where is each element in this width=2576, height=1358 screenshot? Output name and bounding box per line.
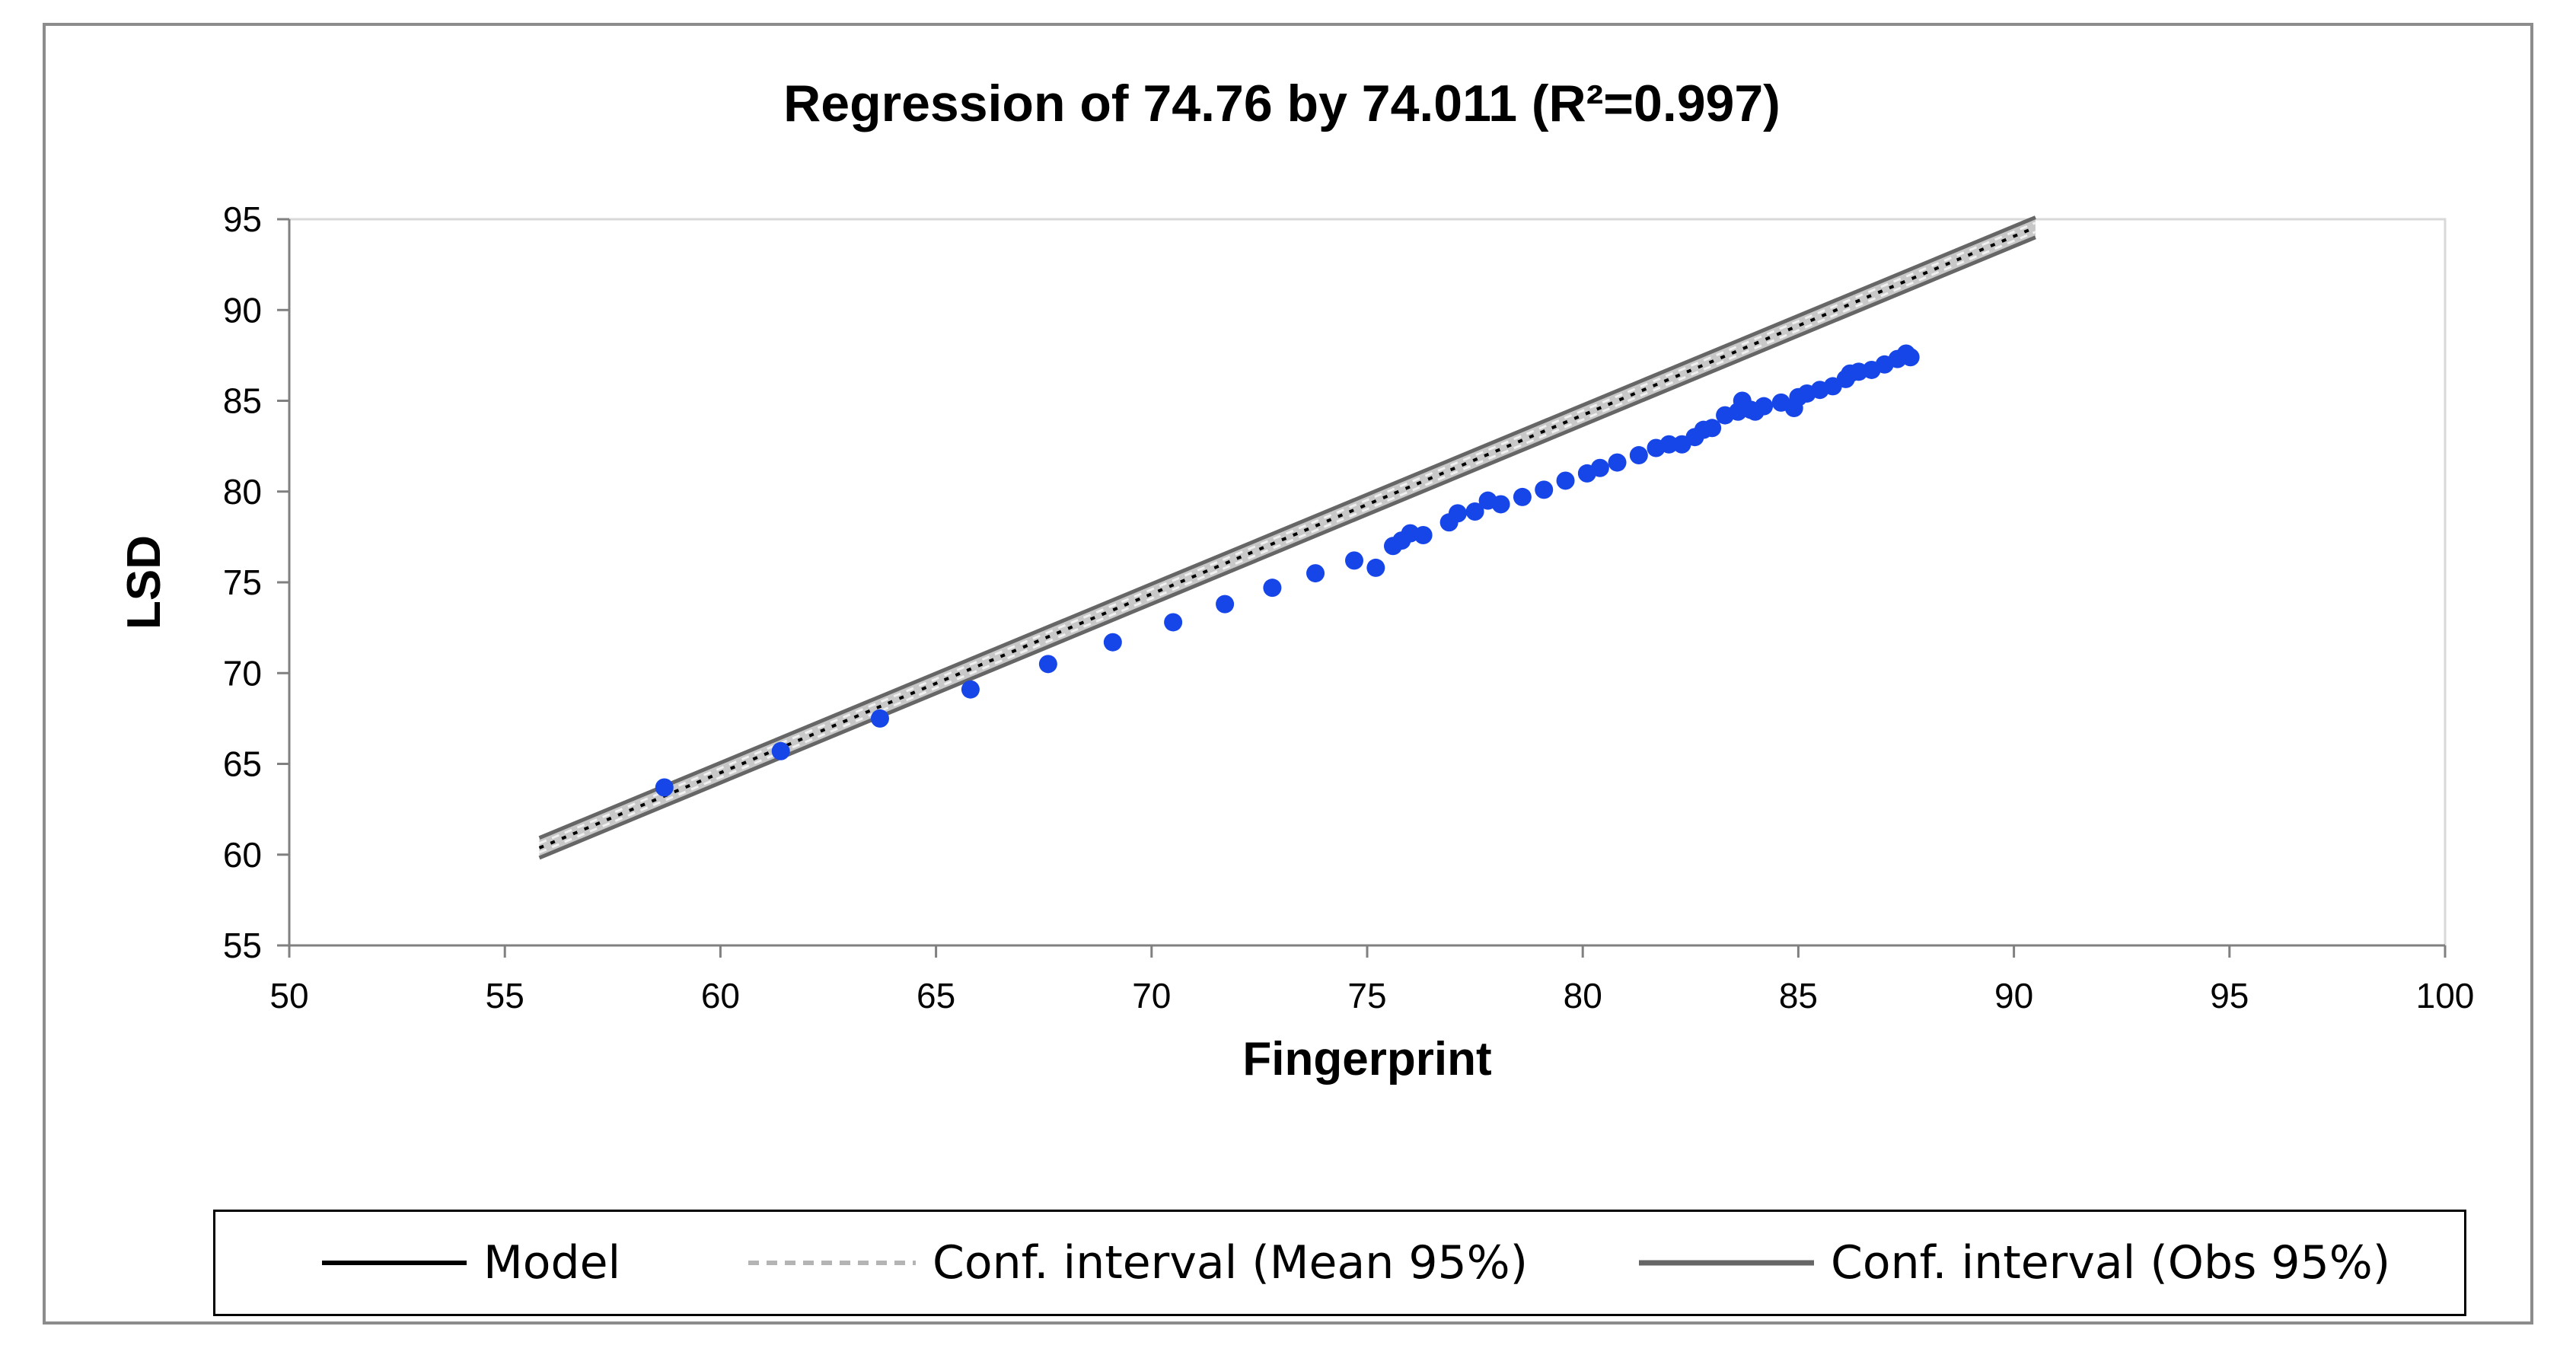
- data-point: [1103, 633, 1122, 652]
- data-point: [1694, 420, 1713, 439]
- plot-area: [288, 218, 2447, 947]
- data-point: [1556, 471, 1575, 490]
- data-point: [1164, 613, 1183, 632]
- conf-mean-upper-line: [538, 222, 2036, 845]
- x-tick-label: 85: [1779, 976, 1818, 1015]
- data-point: [961, 680, 980, 699]
- legend-swatch-conf-obs: [1639, 1260, 1814, 1266]
- chart-frame: Regression of 74.76 by 74.011 (R²=0.997)…: [43, 23, 2533, 1325]
- data-point: [1841, 364, 1860, 383]
- data-point: [1414, 525, 1433, 544]
- data-point: [1535, 480, 1554, 499]
- conf-obs-upper-line: [538, 215, 2036, 840]
- data-point: [1745, 402, 1765, 421]
- legend-swatch-model: [322, 1261, 467, 1265]
- x-tick-label: 95: [2210, 976, 2249, 1015]
- legend-label-model: Model: [483, 1236, 621, 1289]
- chart-title: Regression of 74.76 by 74.011 (R²=0.997): [783, 75, 1781, 132]
- legend-item-conf-obs: Conf. interval (Obs 95%): [1639, 1212, 2390, 1314]
- data-point: [1733, 391, 1752, 410]
- y-tick-label: 60: [223, 835, 262, 875]
- chart-canvas: Regression of 74.76 by 74.011 (R²=0.997)…: [118, 75, 2475, 1085]
- y-tick-label: 85: [223, 381, 262, 421]
- data-point: [1216, 595, 1235, 614]
- x-tick-label: 75: [1347, 976, 1386, 1015]
- data-point: [1659, 435, 1679, 454]
- data-point: [1789, 387, 1808, 406]
- legend-item-model: Model: [322, 1212, 620, 1314]
- y-tick-label: 90: [223, 290, 262, 330]
- data-point: [1345, 551, 1364, 570]
- x-tick-label: 90: [1994, 976, 2033, 1015]
- data-point: [1038, 655, 1057, 674]
- data-point: [771, 741, 790, 760]
- legend-label-conf-obs: Conf. interval (Obs 95%): [1831, 1236, 2391, 1289]
- y-tick-label: 65: [223, 744, 262, 784]
- data-point: [655, 778, 674, 797]
- legend-swatch-conf-mean: [748, 1261, 916, 1265]
- conf-mean-lower-line: [538, 231, 2036, 854]
- legend: Model Conf. interval (Mean 95%) Conf. in…: [213, 1210, 2466, 1316]
- data-point: [1897, 344, 1915, 363]
- data-point: [1448, 504, 1467, 523]
- model-line: [538, 225, 2036, 850]
- y-tick-label: 80: [223, 472, 262, 512]
- data-point: [1263, 579, 1282, 598]
- data-point: [1306, 564, 1325, 583]
- data-point: [1590, 458, 1609, 477]
- x-tick-label: 70: [1132, 976, 1171, 1015]
- data-point: [1608, 453, 1627, 472]
- y-tick-label: 75: [223, 563, 262, 602]
- legend-item-conf-mean: Conf. interval (Mean 95%): [748, 1212, 1528, 1314]
- data-point: [1465, 502, 1484, 521]
- x-tick-label: 80: [1564, 976, 1602, 1015]
- y-tick-label: 55: [223, 926, 262, 965]
- y-axis-title: LSD: [118, 535, 171, 630]
- data-point: [1513, 487, 1532, 506]
- x-tick-label: 100: [2416, 976, 2475, 1015]
- x-axis-title: Fingerprint: [1242, 1033, 1491, 1085]
- data-point: [1629, 446, 1648, 465]
- y-tick-label: 70: [223, 653, 262, 693]
- data-point: [1491, 495, 1510, 514]
- data-point: [870, 709, 889, 728]
- x-tick-label: 55: [486, 976, 524, 1015]
- x-tick-label: 60: [701, 976, 740, 1015]
- x-tick-label: 50: [269, 976, 308, 1015]
- x-tick-label: 65: [917, 976, 955, 1015]
- legend-label-conf-mean: Conf. interval (Mean 95%): [933, 1236, 1529, 1289]
- data-point: [1366, 558, 1385, 577]
- y-tick-label: 95: [223, 199, 262, 239]
